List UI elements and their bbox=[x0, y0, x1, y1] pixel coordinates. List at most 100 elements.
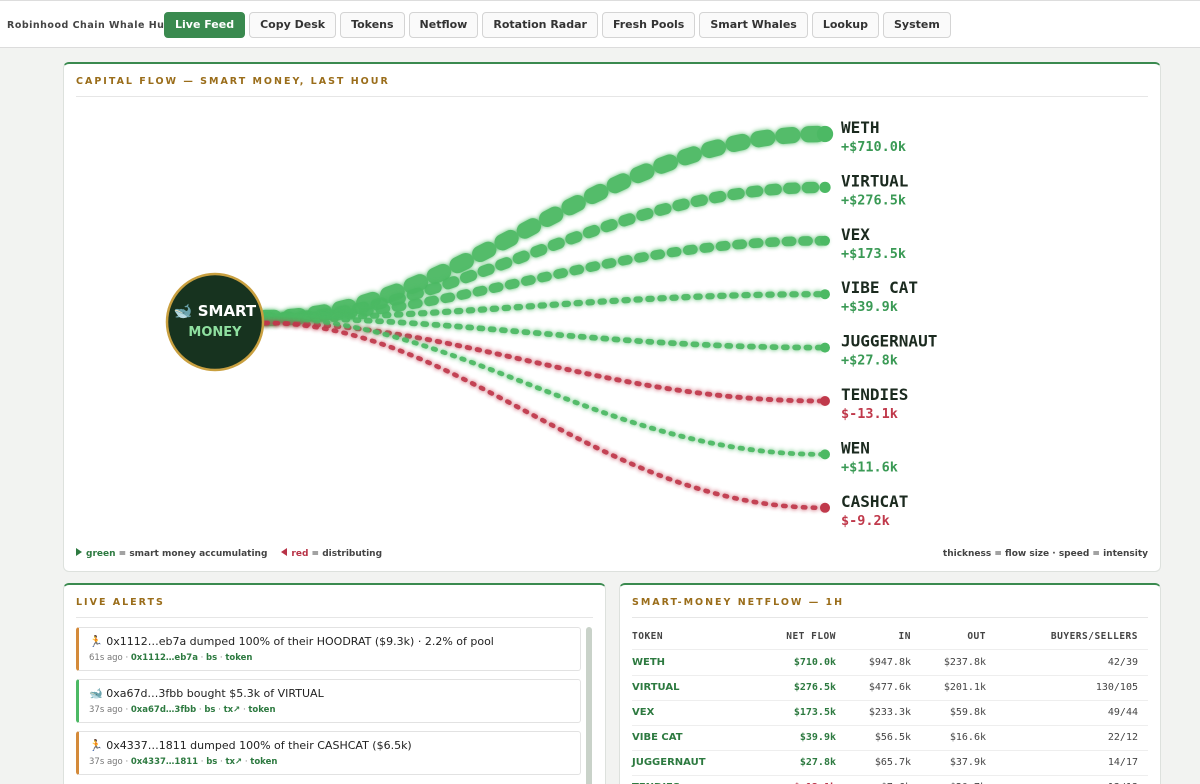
legend: green = smart money accumulating red = d… bbox=[76, 548, 382, 559]
table-cell: $-13.1k bbox=[794, 782, 836, 784]
table-cell: $56.5k bbox=[874, 732, 911, 743]
alert-link[interactable]: 0xa67d…3fbb bbox=[123, 705, 196, 715]
nav-tab[interactable]: Lookup bbox=[811, 12, 879, 38]
table-cell: $477.6k bbox=[868, 682, 911, 693]
nav-tab[interactable]: Copy Desk bbox=[249, 12, 337, 38]
flow-line bbox=[262, 320, 826, 511]
table-cell: $16.6k bbox=[949, 732, 986, 743]
panel-title: CAPITAL FLOW — SMART MONEY, LAST HOUR bbox=[76, 76, 1148, 97]
alert-link[interactable]: token bbox=[242, 757, 277, 767]
flow-token: WEN bbox=[841, 438, 870, 457]
alert-link[interactable]: token bbox=[240, 705, 275, 715]
alert-link[interactable]: 0x1112…eb7a bbox=[123, 653, 198, 663]
row-divider bbox=[632, 750, 1148, 751]
flow-end bbox=[820, 449, 830, 460]
table-cell: $7.6k bbox=[881, 782, 911, 784]
alert-card: 🐋 0xa67d…3fbb bought $5.3k of VIRTUAL 37s… bbox=[76, 679, 581, 723]
flow-diagram: 🐋 SMART MONEY WETH +$710.0k VIRTUAL +$276.5… bbox=[165, 118, 937, 529]
table-cell: 42/39 bbox=[1107, 657, 1138, 668]
alert-link[interactable]: bs bbox=[198, 757, 217, 767]
legend-text: = distributing bbox=[311, 549, 383, 559]
scrollbar[interactable] bbox=[586, 627, 592, 784]
table-cell: $201.1k bbox=[943, 682, 986, 693]
flow-value: $-9.2k bbox=[841, 513, 890, 529]
token-cell: VIRTUAL bbox=[632, 682, 680, 693]
alert-time: 37s ago bbox=[89, 757, 123, 767]
flow-end bbox=[820, 502, 830, 513]
nav-tab[interactable]: Netflow bbox=[408, 12, 479, 38]
table-cell: $276.5k bbox=[793, 682, 836, 693]
row-divider bbox=[632, 775, 1148, 776]
hub-label: MONEY bbox=[188, 325, 242, 340]
table-cell: 130/105 bbox=[1095, 682, 1138, 693]
hub-label: 🐋 SMART bbox=[174, 302, 257, 320]
flow-end bbox=[819, 181, 831, 194]
row-divider bbox=[632, 700, 1148, 701]
panel-title: LIVE ALERTS bbox=[76, 597, 593, 618]
row-divider bbox=[632, 725, 1148, 726]
token-cell: TENDIES bbox=[632, 782, 680, 784]
alert-meta: 37s ago0x4337…1811bstx↗token bbox=[89, 757, 277, 767]
alert-card: 🏃 0x4337…1811 dumped 100% of their CASHC… bbox=[76, 731, 581, 775]
nav-tab[interactable]: Smart Whales bbox=[699, 12, 808, 38]
flow-token: CASHCAT bbox=[841, 492, 908, 511]
alert-link[interactable]: 0x4337…1811 bbox=[123, 757, 198, 767]
table-cell: $59.8k bbox=[949, 707, 986, 718]
nav-tab[interactable]: Rotation Radar bbox=[482, 12, 598, 38]
alert-time: 37s ago bbox=[89, 705, 123, 715]
flow-token: VEX bbox=[841, 225, 870, 244]
flow-value: +$27.8k bbox=[841, 353, 898, 369]
table-header: BUYERS/SELLERS bbox=[1050, 631, 1138, 642]
tabs: Live Feed Copy Desk Tokens Netflow Rotation … bbox=[164, 12, 951, 38]
alert-link[interactable]: bs bbox=[196, 705, 215, 715]
token-cell: WETH bbox=[632, 657, 666, 668]
nav-tab[interactable]: Tokens bbox=[340, 12, 405, 38]
flow-end bbox=[820, 396, 830, 406]
flow-end bbox=[816, 125, 834, 143]
legend-text: = smart money accumulating bbox=[118, 549, 268, 559]
flow-value: +$710.0k bbox=[841, 139, 906, 155]
table-header: OUT bbox=[967, 631, 986, 642]
table-cell: $65.7k bbox=[874, 757, 911, 768]
nav-tab[interactable]: Fresh Pools bbox=[601, 12, 696, 38]
brand: Robinhood Chain Whale Hunter bbox=[7, 20, 189, 31]
table-cell: $20.7k bbox=[950, 782, 986, 784]
table-cell: 22/12 bbox=[1107, 732, 1138, 743]
table-header: NET FLOW bbox=[786, 631, 836, 642]
row-divider bbox=[632, 649, 1148, 650]
token-cell: JUGGERNAUT bbox=[632, 757, 706, 768]
flow-value: +$11.6k bbox=[841, 459, 898, 475]
table-cell: $27.8k bbox=[799, 757, 836, 768]
alert-time: 61s ago bbox=[89, 653, 123, 663]
table-cell: $233.3k bbox=[868, 707, 911, 718]
alert-card: 🏃 0x1112…eb7a dumped 100% of their HOODR… bbox=[76, 627, 581, 671]
flow-token: JUGGERNAUT bbox=[841, 332, 937, 351]
alert-text: 🏃 0x4337…1811 dumped 100% of their CASHC… bbox=[89, 739, 412, 752]
alert-text: 🐋 0xa67d…3fbb bought $5.3k of VIRTUAL bbox=[89, 687, 324, 700]
flow-token: VIBE CAT bbox=[841, 278, 918, 297]
table-header: IN bbox=[898, 631, 911, 642]
alert-link[interactable]: tx↗ bbox=[217, 757, 242, 767]
flow-value: +$173.5k bbox=[841, 246, 906, 262]
table-cell: 49/44 bbox=[1107, 707, 1138, 718]
nav-tab[interactable]: Live Feed bbox=[164, 12, 246, 38]
nav-tab[interactable]: System bbox=[883, 12, 951, 38]
alert-meta: 61s ago0x1112…eb7abstoken bbox=[89, 653, 252, 663]
flow-token: TENDIES bbox=[841, 385, 908, 404]
table-cell: 13/13 bbox=[1108, 782, 1138, 784]
flow-line bbox=[262, 315, 826, 351]
netflow-panel: SMART-MONEY NETFLOW — 1H TOKEN NET FLOW IN… bbox=[619, 583, 1161, 784]
token-cell: VEX bbox=[632, 707, 655, 718]
alerts-panel: LIVE ALERTS 🏃 0x1112…eb7a dumped 100% of… bbox=[63, 583, 606, 784]
alert-link[interactable]: token bbox=[217, 653, 252, 663]
alert-link[interactable]: bs bbox=[198, 653, 217, 663]
legend-key: red bbox=[291, 549, 309, 559]
table-cell: $39.9k bbox=[799, 732, 836, 743]
row-divider bbox=[632, 675, 1148, 676]
hub bbox=[165, 272, 265, 372]
alert-link[interactable]: tx↗ bbox=[215, 705, 240, 715]
flow-end bbox=[820, 289, 830, 300]
flow-line bbox=[262, 315, 826, 457]
flow-value: +$39.9k bbox=[841, 299, 898, 315]
